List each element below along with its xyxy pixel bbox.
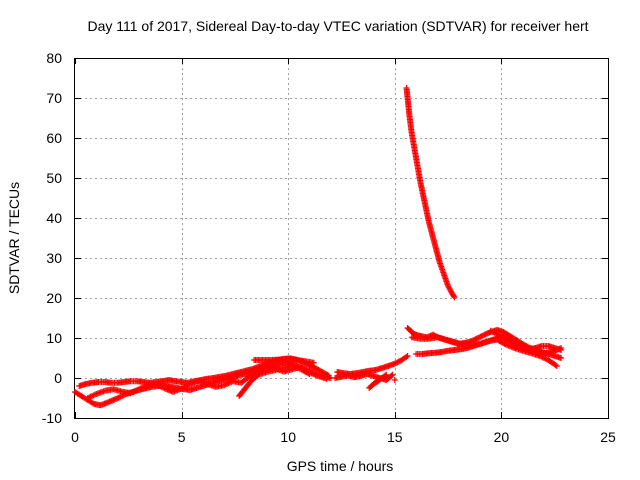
x-tick-label: 5 xyxy=(178,429,186,445)
y-axis-label: SDTVAR / TECUs xyxy=(6,182,22,294)
y-tick-label: 80 xyxy=(46,50,62,66)
data-point xyxy=(451,294,458,301)
outlier-point xyxy=(391,377,398,383)
y-tick-label: 50 xyxy=(46,170,62,186)
data-point xyxy=(388,372,395,379)
y-tick-label: 40 xyxy=(46,210,62,226)
data-point xyxy=(389,371,396,378)
x-axis-label: GPS time / hours xyxy=(287,458,394,474)
data-point xyxy=(404,353,411,359)
outlier-point xyxy=(382,375,389,382)
x-tick-label: 10 xyxy=(280,429,296,445)
y-tick-label: 70 xyxy=(46,90,62,106)
data-point xyxy=(558,347,565,353)
x-tick-label: 15 xyxy=(387,429,403,445)
axis-ticks: 0 5 10 15 20 25 -10 0 10 20 30 40 50 60 70 80 xyxy=(42,50,616,445)
y-tick-label: -10 xyxy=(42,410,62,426)
data-point xyxy=(553,363,560,369)
data-point xyxy=(450,293,457,300)
y-tick-label: 0 xyxy=(54,370,62,386)
y-tick-label: 20 xyxy=(46,290,62,306)
data-point xyxy=(310,359,317,366)
chart-title: Day 111 of 2017, Sidereal Day-to-day VTE… xyxy=(87,18,588,34)
y-tick-label: 10 xyxy=(46,330,62,346)
data-points xyxy=(72,85,565,409)
data-point xyxy=(305,370,312,377)
y-tick-label: 60 xyxy=(46,130,62,146)
x-tick-label: 20 xyxy=(494,429,510,445)
data-point xyxy=(403,353,410,360)
y-tick-label: 30 xyxy=(46,250,62,266)
data-point xyxy=(306,371,313,377)
plot-frame xyxy=(74,58,609,419)
x-tick-label: 25 xyxy=(600,429,616,445)
data-point xyxy=(558,355,565,361)
x-tick-label: 0 xyxy=(71,429,79,445)
data-point xyxy=(383,371,390,378)
grid-lines xyxy=(75,58,608,418)
data-point xyxy=(552,362,559,369)
